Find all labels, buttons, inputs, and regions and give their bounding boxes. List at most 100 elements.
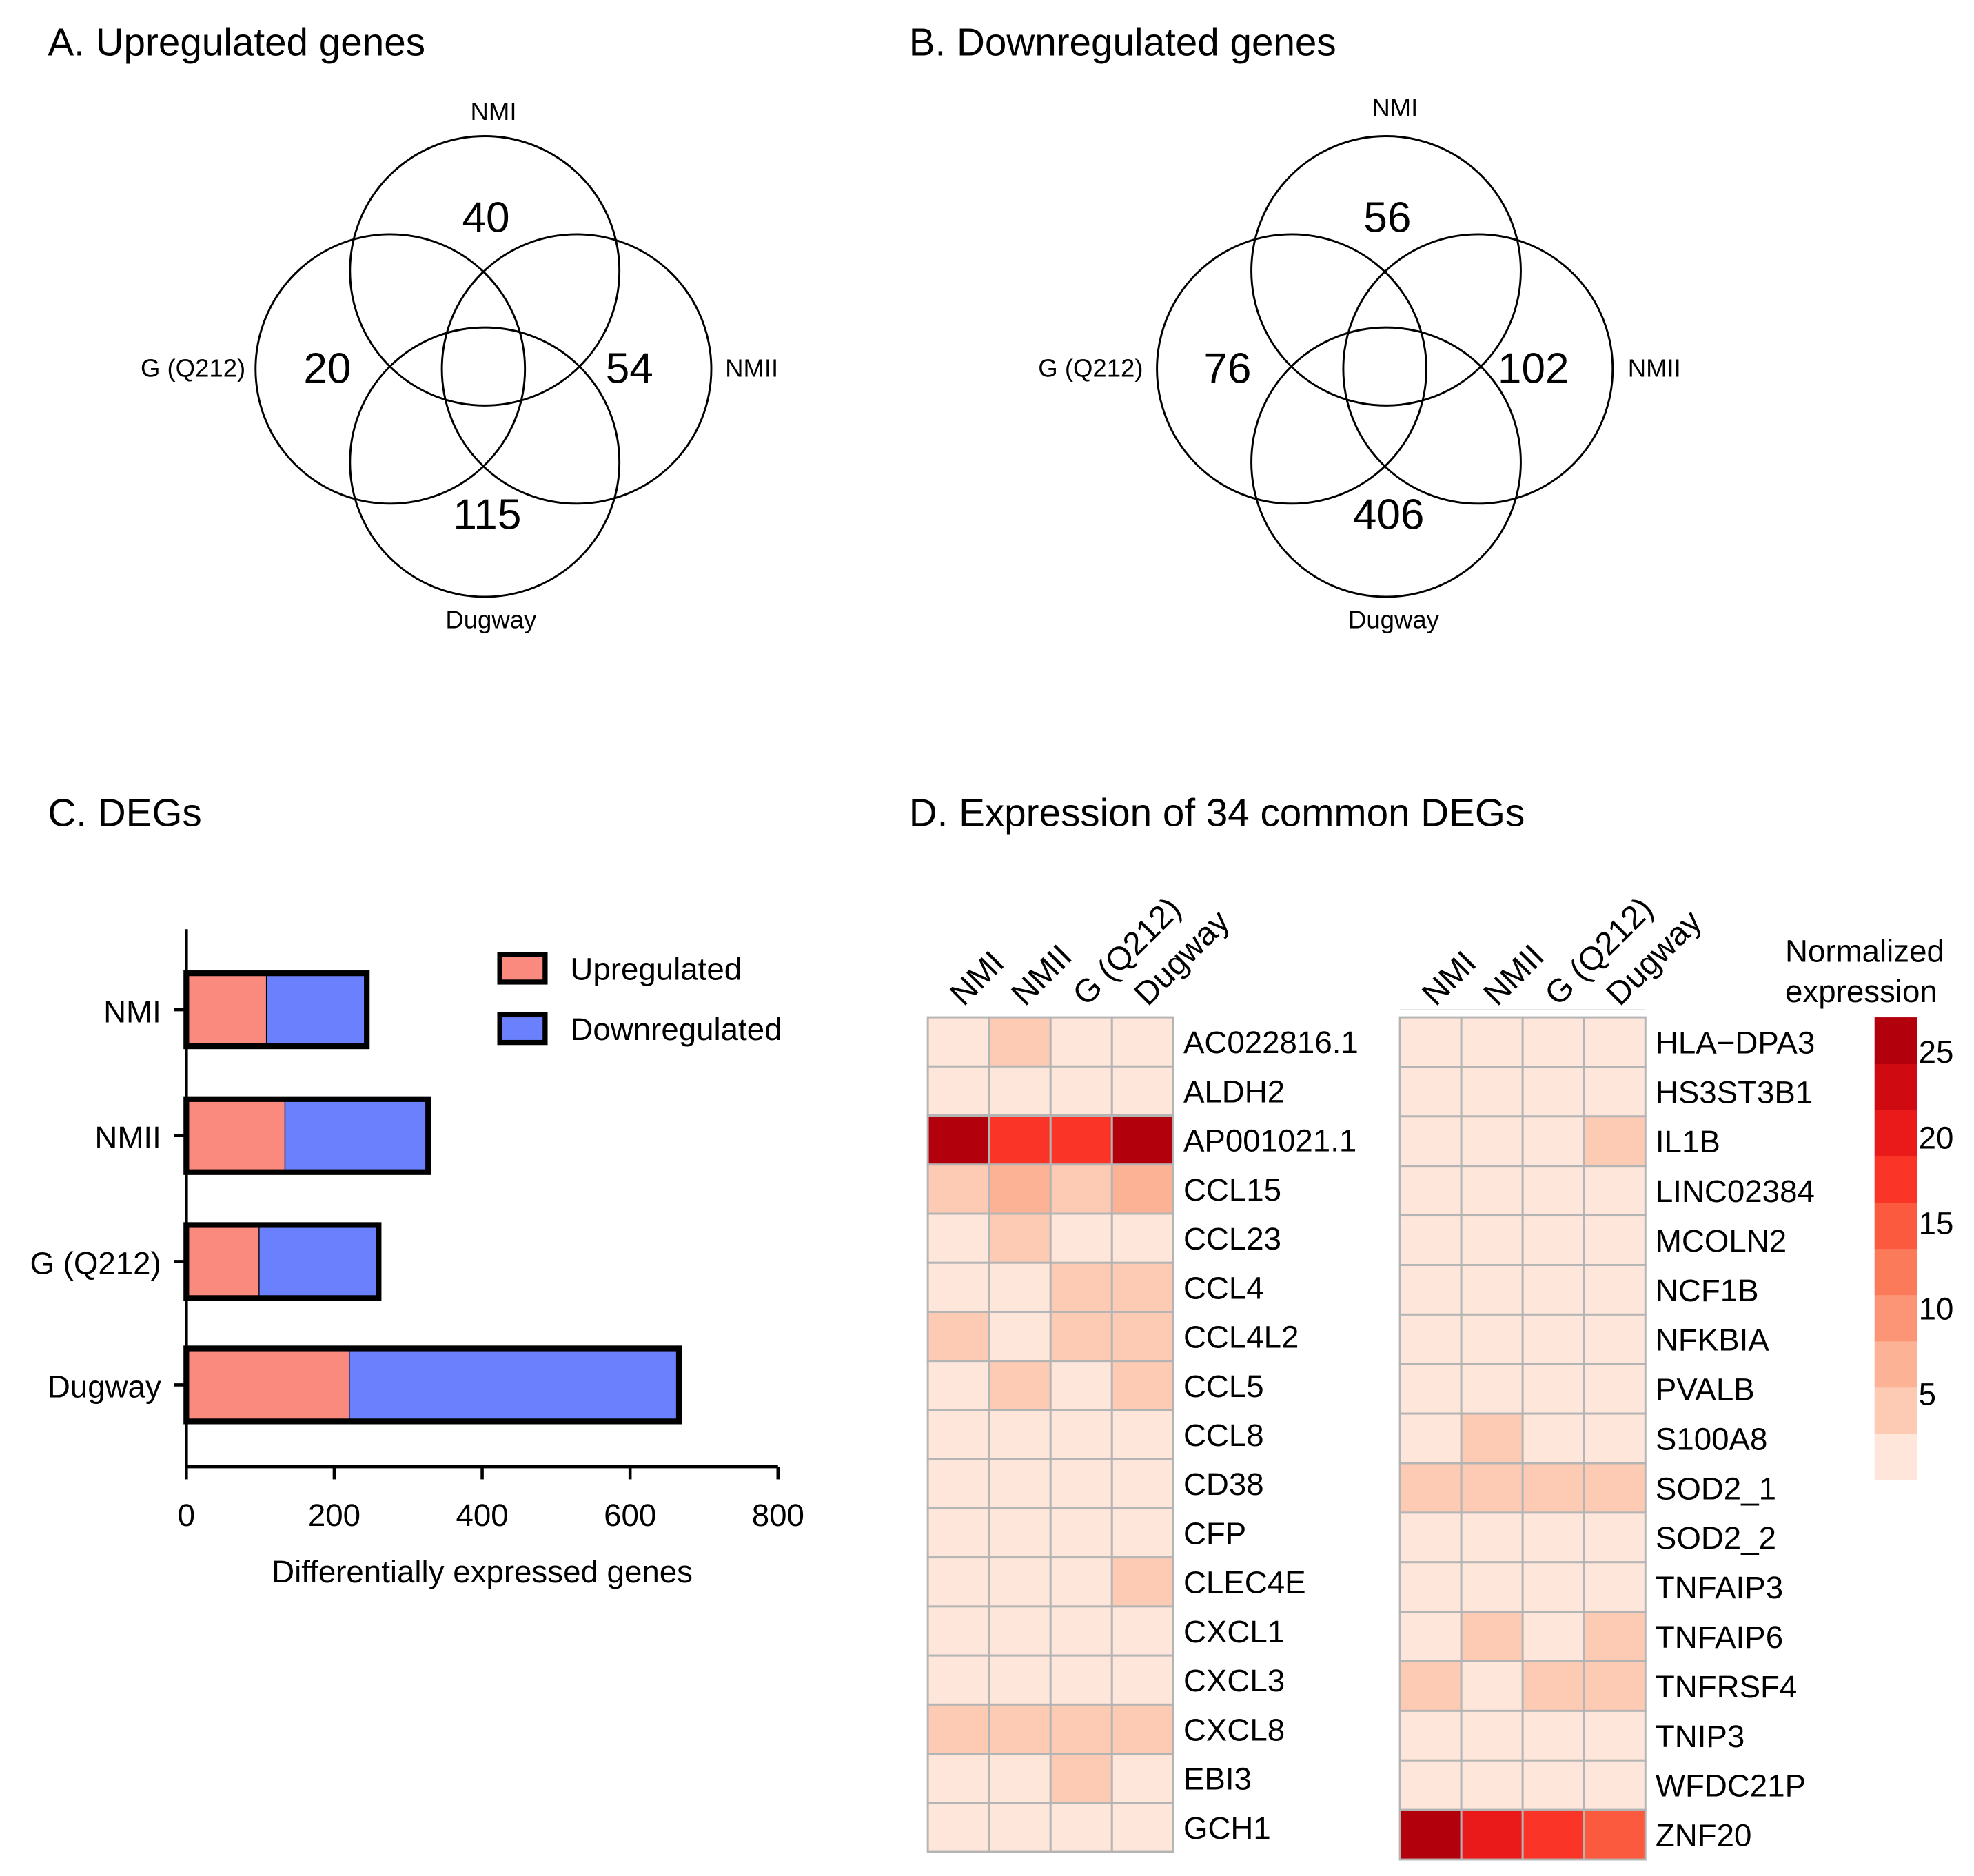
heatmap-cell: [1583, 1313, 1647, 1365]
venn-count-nmi: 40: [462, 194, 510, 241]
colorbar-band: [1874, 1340, 1917, 1388]
legend-label-upregulated: Upregulated: [570, 951, 742, 986]
panel-a-title: A. Upregulated genes: [48, 21, 425, 64]
colorbar-band: [1874, 1017, 1917, 1065]
heatmap-cell: [1521, 1511, 1585, 1564]
heatmap-cell: [1049, 1311, 1113, 1363]
heatmap-cell: [988, 1065, 1052, 1117]
heatmap-cell: [926, 1507, 990, 1559]
heatmap-cell: [1583, 1264, 1647, 1316]
heatmap-cell: [1398, 1066, 1463, 1118]
colorbar-title: Normalized: [1785, 934, 1944, 969]
heatmap-cell: [1521, 1115, 1585, 1168]
heatmap-cell: [988, 1311, 1052, 1363]
venn-circle-nmi: [349, 135, 621, 407]
heatmap-cell: [1049, 1261, 1113, 1313]
heatmap-cell: [1398, 1115, 1463, 1168]
heatmap-cell: [1521, 1808, 1585, 1861]
heatmap-cell: [1398, 1611, 1463, 1662]
bar-upregulated-dugway: [185, 1347, 351, 1423]
heatmap-row-label: IL1B: [1656, 1124, 1720, 1159]
heatmap-row-label: CFP: [1183, 1516, 1246, 1551]
venn-label-nmi: NMI: [471, 97, 517, 125]
heatmap-cell: [1398, 1165, 1463, 1217]
heatmap-row-label: TNFAIP6: [1656, 1620, 1783, 1655]
heatmap-column-label: NMII: [1004, 938, 1079, 1012]
heatmap-cell: [1398, 1561, 1463, 1613]
heatmap-cell: [1110, 1556, 1174, 1608]
heatmap-row-label: HLA−DPA3: [1656, 1025, 1815, 1060]
heatmap-cell: [1398, 1808, 1463, 1861]
heatmap-row-label: CCL5: [1183, 1369, 1264, 1404]
heatmap-cell: [1110, 1802, 1174, 1853]
heatmap-cell: [988, 1212, 1052, 1264]
heatmap-cell: [1521, 1165, 1585, 1217]
heatmap-row-label: PVALB: [1656, 1372, 1755, 1407]
heatmap-row-label: GCH1: [1183, 1811, 1271, 1846]
heatmap-row-label: SOD2_1: [1656, 1471, 1776, 1506]
venn-count-g-q212-: 76: [1203, 345, 1251, 393]
heatmap-cell: [988, 1556, 1052, 1608]
heatmap-row-label: CD38: [1183, 1467, 1264, 1502]
venn-label-dugway: Dugway: [1348, 606, 1440, 634]
heatmap-cell: [1521, 1660, 1585, 1712]
heatmap-cell: [1583, 1561, 1647, 1613]
bar-outline: [183, 1222, 382, 1301]
heatmap-cell: [1583, 1511, 1647, 1564]
heatmap-row-label: SOD2_2: [1656, 1520, 1776, 1556]
heatmap-cell: [1110, 1163, 1174, 1215]
y-tick-label: G (Q212): [30, 1246, 161, 1281]
heatmap-cell: [988, 1360, 1052, 1411]
heatmap-cell: [1049, 1212, 1113, 1264]
heatmap-cell: [988, 1458, 1052, 1509]
legend-label-downregulated: Downregulated: [570, 1012, 782, 1047]
heatmap-cell: [988, 1016, 1052, 1068]
heatmap-cell: [1110, 1261, 1174, 1313]
heatmap-cell: [1521, 1759, 1585, 1811]
heatmap-cell: [1460, 1363, 1524, 1415]
heatmap-cell: [1460, 1808, 1524, 1861]
heatmap-cell: [1460, 1264, 1524, 1316]
heatmap-cell: [1521, 1264, 1585, 1316]
heatmap-cell: [1583, 1165, 1647, 1217]
heatmap-cell: [1049, 1654, 1113, 1706]
bar-outline: [183, 1096, 431, 1175]
heatmap-cell: [1460, 1165, 1524, 1217]
heatmap-cell: [1110, 1360, 1174, 1411]
heatmap-cell: [1521, 1412, 1585, 1465]
heatmap-row-label: CLEC4E: [1183, 1565, 1306, 1600]
heatmap-cell: [1049, 1802, 1113, 1853]
venn-count-g-q212-: 20: [303, 345, 351, 393]
bar-upregulated-nmi: [185, 972, 268, 1048]
heatmap-row-label: ALDH2: [1183, 1074, 1285, 1109]
heatmap-cell: [926, 1409, 990, 1460]
heatmap-cell: [1110, 1114, 1174, 1166]
heatmap-cell: [1398, 1363, 1463, 1415]
heatmap-cell: [1460, 1214, 1524, 1266]
x-axis-title: Differentially expressed genes: [272, 1554, 693, 1589]
x-tick-label: 0: [178, 1498, 195, 1533]
heatmap-cell: [1521, 1709, 1585, 1762]
heatmap-cell: [1110, 1605, 1174, 1657]
colorbar-tick-label: 20: [1919, 1120, 1954, 1155]
heatmap-cell: [1110, 1507, 1174, 1559]
heatmap-column-label: NMI: [943, 944, 1011, 1012]
heatmap-cell: [926, 1703, 990, 1755]
colorbar-tick-label: 5: [1919, 1377, 1936, 1412]
heatmap-cell: [1583, 1412, 1647, 1465]
colorbar-title: expression: [1785, 974, 1937, 1009]
heatmap-row-label: CCL4L2: [1183, 1320, 1299, 1355]
venn-upregulated: NMI G (Q212) NMII Dugway 40 20 54 115: [141, 97, 778, 634]
heatmap-cell: [1049, 1605, 1113, 1657]
bar-downregulated-nmii: [285, 1099, 429, 1172]
heatmap-cell: [1460, 1660, 1524, 1712]
heatmap-cell: [1049, 1065, 1113, 1117]
venn-count-nmii: 102: [1498, 345, 1569, 393]
heatmap-cell: [1521, 1462, 1585, 1514]
heatmap-row-label: CCL15: [1183, 1172, 1281, 1207]
heatmap-cell: [1583, 1214, 1647, 1266]
colorbar-tick-label: 15: [1919, 1205, 1954, 1241]
panel-b-title: B. Downregulated genes: [909, 21, 1336, 64]
heatmap-cell: [1583, 1016, 1647, 1068]
bar-downregulated-nmi: [267, 973, 367, 1047]
